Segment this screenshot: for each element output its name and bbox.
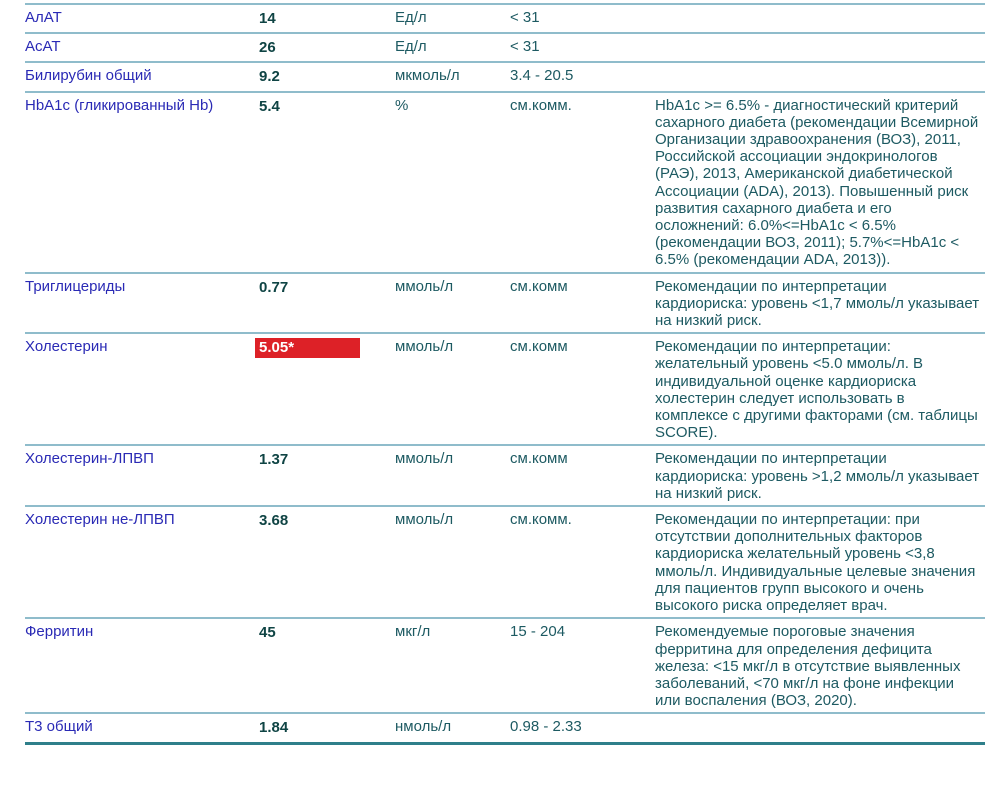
test-name-link[interactable]: HbA1c (гликированный Hb) <box>25 96 214 114</box>
test-name-link[interactable]: Билирубин общий <box>25 67 152 85</box>
test-name-link[interactable]: Холестерин не-ЛПВП <box>25 511 175 529</box>
test-value: 9.2 <box>259 68 280 86</box>
test-value: 45 <box>259 624 276 642</box>
test-value: 0.77 <box>259 278 289 296</box>
test-value-cell: 5.05* <box>255 333 395 445</box>
test-value: 14 <box>259 10 276 27</box>
test-reference-range: 0.98 - 2.33 <box>510 718 582 736</box>
test-value-cell: 9.2 <box>255 62 395 91</box>
test-unit: мкг/л <box>395 623 431 641</box>
test-reference-range: см.комм <box>510 277 568 295</box>
test-value: 1.84 <box>259 719 289 737</box>
test-name-link[interactable]: Холестерин <box>25 338 108 356</box>
test-comment: HbA1c >= 6.5% - диагностический критерий… <box>655 96 979 269</box>
test-name-link[interactable]: АлАТ <box>25 9 62 26</box>
table-row: АсАТ 26 Ед/л < 31 <box>25 33 985 62</box>
table-row: Холестерин не-ЛПВП 3.68 ммоль/л см.комм.… <box>25 506 985 618</box>
test-reference-range: см.комм <box>510 450 568 468</box>
lab-results-table: АлАТ 14 Ед/л < 31 АсАТ 26 Ед/л < 31 Били… <box>25 3 985 745</box>
test-unit: Ед/л <box>395 9 427 26</box>
test-value: 5.05* <box>255 338 360 359</box>
test-value-cell: 5.4 <box>255 92 395 273</box>
test-value-cell: 1.37 <box>255 445 395 506</box>
test-name-link[interactable]: Триглицериды <box>25 277 126 295</box>
test-unit: ммоль/л <box>395 450 454 468</box>
table-row: Триглицериды 0.77 ммоль/л см.комм Рекоме… <box>25 272 985 334</box>
test-reference-range: 3.4 - 20.5 <box>510 67 574 85</box>
clipped-column-header: значения <box>513 0 577 4</box>
test-comment <box>655 4 985 33</box>
test-comment: Рекомендации по интерпретации: при отсут… <box>655 511 976 615</box>
table-row: Ферритин 45 мкг/л 15 - 204 Рекомендуемые… <box>25 618 985 713</box>
test-comment <box>655 33 985 62</box>
test-value: 26 <box>259 39 276 57</box>
test-reference-range: < 31 <box>510 9 540 26</box>
test-value-cell: 26 <box>255 33 395 62</box>
test-reference-range: < 31 <box>510 38 540 56</box>
test-name-link[interactable]: Холестерин-ЛПВП <box>25 450 154 468</box>
test-unit: ммоль/л <box>395 511 454 529</box>
test-reference-range: см.комм. <box>510 96 572 114</box>
test-reference-range: 15 - 204 <box>510 623 566 641</box>
table-row: Холестерин-ЛПВП 1.37 ммоль/л см.комм Рек… <box>25 445 985 506</box>
table-row: HbA1c (гликированный Hb) 5.4 % см.комм. … <box>25 91 985 273</box>
test-value-cell: 3.68 <box>255 506 395 618</box>
test-unit: ммоль/л <box>395 338 454 356</box>
test-reference-range: см.комм. <box>510 511 572 529</box>
test-unit: ммоль/л <box>395 277 454 295</box>
test-value: 1.37 <box>259 451 289 469</box>
test-unit: нмоль/л <box>395 718 452 736</box>
test-comment: Рекомендации по интерпретации кардиориск… <box>655 277 980 330</box>
test-value-cell: 1.84 <box>255 713 395 743</box>
test-unit: мкмоль/л <box>395 67 460 85</box>
test-name-link[interactable]: АсАТ <box>25 38 61 56</box>
test-unit: Ед/л <box>395 38 427 56</box>
test-value-cell: 14 <box>255 4 395 33</box>
test-value-cell: 45 <box>255 618 395 713</box>
test-reference-range: см.комм <box>510 338 568 356</box>
test-value: 3.68 <box>259 512 289 530</box>
table-row: Т3 общий 1.84 нмоль/л 0.98 - 2.33 <box>25 713 985 744</box>
lab-results-body: АлАТ 14 Ед/л < 31 АсАТ 26 Ед/л < 31 Били… <box>25 4 985 744</box>
test-comment: Рекомендации по интерпретации кардиориск… <box>655 450 980 502</box>
test-comment <box>655 713 985 743</box>
test-name-link[interactable]: Т3 общий <box>25 718 93 736</box>
test-comment: Рекомендуемые пороговые значения феррити… <box>655 623 961 710</box>
test-value: 5.4 <box>259 97 280 115</box>
table-row: АлАТ 14 Ед/л < 31 <box>25 4 985 33</box>
test-comment <box>655 62 985 91</box>
table-row: Билирубин общий 9.2 мкмоль/л 3.4 - 20.5 <box>25 62 985 91</box>
test-value-cell: 0.77 <box>255 273 395 334</box>
test-unit: % <box>395 96 409 114</box>
test-name-link[interactable]: Ферритин <box>25 623 94 641</box>
table-row: Холестерин 5.05* ммоль/л см.комм Рекомен… <box>25 333 985 445</box>
test-comment: Рекомендации по интерпретации: желательн… <box>655 338 978 442</box>
